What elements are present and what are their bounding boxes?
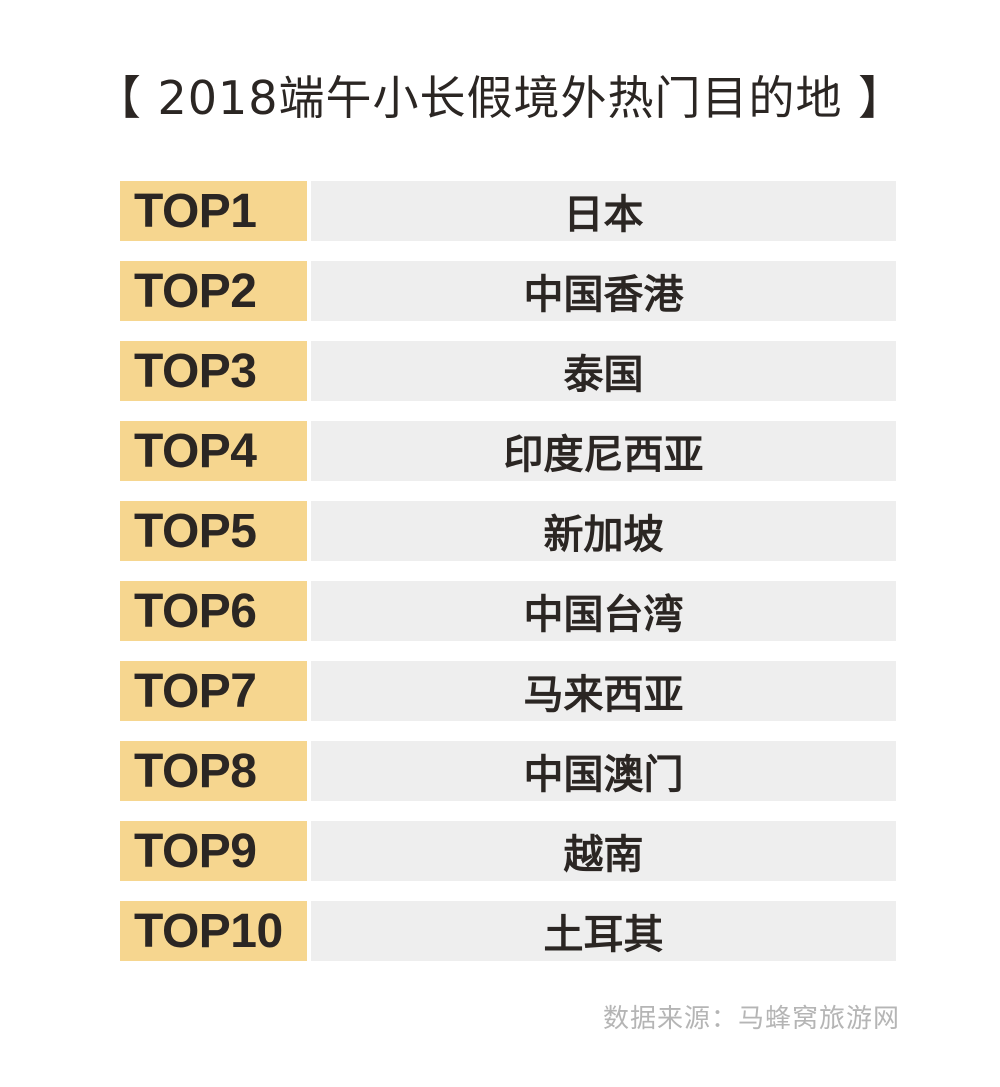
- rank-label: TOP7: [120, 661, 307, 721]
- rank-label: TOP8: [120, 741, 307, 801]
- ranking-row: TOP1 日本: [120, 181, 896, 241]
- rank-label: TOP4: [120, 421, 307, 481]
- cell-divider: [307, 421, 311, 481]
- ranking-row: TOP5 新加坡: [120, 501, 896, 561]
- destination-name: 泰国: [311, 341, 896, 401]
- destination-name: 土耳其: [311, 901, 896, 961]
- destination-name: 越南: [311, 821, 896, 881]
- destination-name: 马来西亚: [311, 661, 896, 721]
- destination-name: 中国台湾: [311, 581, 896, 641]
- cell-divider: [307, 741, 311, 801]
- ranking-row: TOP7 马来西亚: [120, 661, 896, 721]
- destination-name: 印度尼西亚: [311, 421, 896, 481]
- cell-divider: [307, 261, 311, 321]
- rank-label: TOP3: [120, 341, 307, 401]
- rank-label: TOP2: [120, 261, 307, 321]
- cell-divider: [307, 181, 311, 241]
- rank-label: TOP10: [120, 901, 307, 961]
- cell-divider: [307, 581, 311, 641]
- rank-label: TOP5: [120, 501, 307, 561]
- destination-name: 日本: [311, 181, 896, 241]
- rank-label: TOP9: [120, 821, 307, 881]
- ranking-row: TOP10 土耳其: [120, 901, 896, 961]
- destination-name: 中国香港: [311, 261, 896, 321]
- destination-name: 新加坡: [311, 501, 896, 561]
- rank-label: TOP6: [120, 581, 307, 641]
- ranking-row: TOP9 越南: [120, 821, 896, 881]
- page-title: 【 2018端午小长假境外热门目的地 】: [94, 71, 906, 125]
- ranking-row: TOP2 中国香港: [120, 261, 896, 321]
- cell-divider: [307, 501, 311, 561]
- cell-divider: [307, 661, 311, 721]
- destination-name: 中国澳门: [311, 741, 896, 801]
- ranking-row: TOP6 中国台湾: [120, 581, 896, 641]
- ranking-table: TOP1 日本 TOP2 中国香港 TOP3 泰国 TOP4 印度尼西亚 TOP…: [120, 181, 896, 981]
- cell-divider: [307, 901, 311, 961]
- ranking-row: TOP4 印度尼西亚: [120, 421, 896, 481]
- cell-divider: [307, 821, 311, 881]
- cell-divider: [307, 341, 311, 401]
- ranking-row: TOP8 中国澳门: [120, 741, 896, 801]
- ranking-row: TOP3 泰国: [120, 341, 896, 401]
- rank-label: TOP1: [120, 181, 307, 241]
- data-source-note: 数据来源：马蜂窝旅游网: [602, 1004, 900, 1034]
